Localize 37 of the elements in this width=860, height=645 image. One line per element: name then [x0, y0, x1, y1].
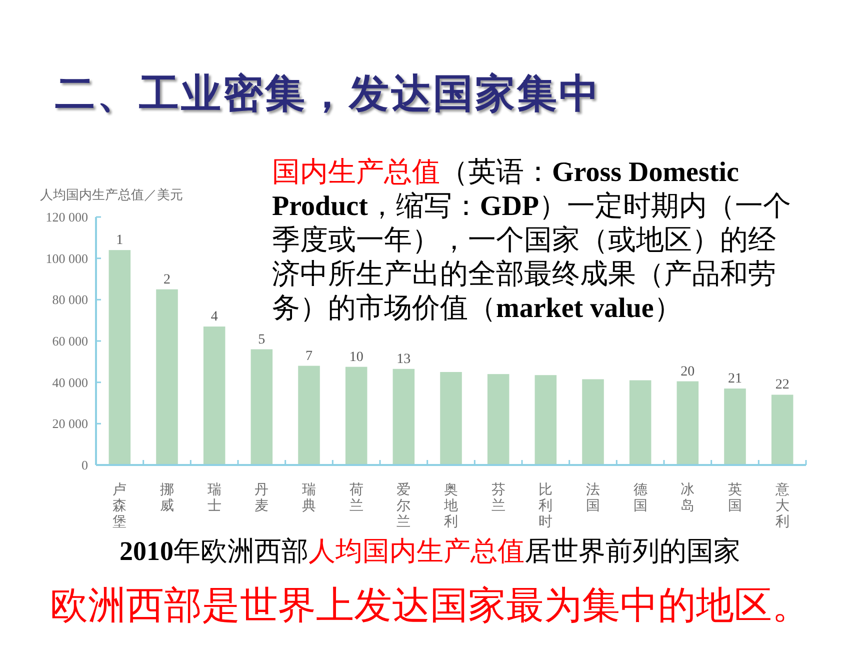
x-tick-label: 冰岛 — [680, 483, 695, 514]
annotation: 4 — [210, 310, 218, 325]
x-tick-label: 意大利 — [775, 483, 790, 530]
x-tick-label: 爱尔兰 — [396, 483, 411, 530]
annotation: 13 — [396, 352, 411, 367]
annotation: 21 — [728, 372, 742, 387]
x-tick-label: 芬兰 — [491, 483, 506, 514]
x-tick-label: 瑞士 — [207, 483, 222, 514]
y-tick-label: 60 000 — [52, 334, 88, 348]
annotation: 1 — [116, 233, 124, 248]
annotation: 20 — [680, 364, 695, 380]
y-tick-label: 120 000 — [46, 210, 88, 224]
x-tick-label: 奥地利 — [444, 483, 458, 530]
annotation: 2010年欧洲西部人均国内生产总值居世界前列的国家 — [118, 535, 742, 567]
x-tick-label: 瑞典 — [302, 483, 316, 514]
annotation: 国内生产总值（英语：Gross Domestic Product，缩写：GDP）一定时期内（一个季度或一年），一个国家（或地区）的经济中所生产出的全部最终成果（产品和劳务）的市场价值（market value） — [272, 156, 792, 326]
annotation: 欧洲西部是世界上发达国家最为集中的地区。 — [49, 584, 811, 628]
y-tick-label: 100 000 — [46, 250, 88, 266]
annotation: 10 — [349, 350, 364, 365]
x-tick-label: 丹麦 — [254, 483, 269, 514]
x-tick-label: 英国 — [728, 483, 742, 514]
title: 二、工业密集，发达国家集中 — [55, 70, 601, 118]
x-tick-label: 挪威 — [160, 483, 174, 514]
y-tick-label: 40 000 — [52, 374, 88, 390]
y-tick-label: 20 000 — [52, 416, 88, 432]
annotation: 7 — [306, 348, 312, 364]
annotation: 22 — [775, 378, 790, 393]
x-tick-label: 法国 — [586, 483, 600, 514]
ylabel: 人均国内生产总值／美元 — [40, 187, 183, 202]
annotation: 2 — [164, 272, 170, 288]
y-tick-label: 80 000 — [52, 292, 88, 308]
x-tick-label: 德国 — [633, 483, 648, 514]
x-tick-label: 比利时 — [538, 483, 553, 530]
x-tick-label: 卢森堡 — [112, 483, 127, 530]
annotation: 5 — [258, 332, 266, 348]
x-tick-label: 荷兰 — [349, 483, 364, 514]
y-tick-label: 0 — [82, 458, 88, 472]
